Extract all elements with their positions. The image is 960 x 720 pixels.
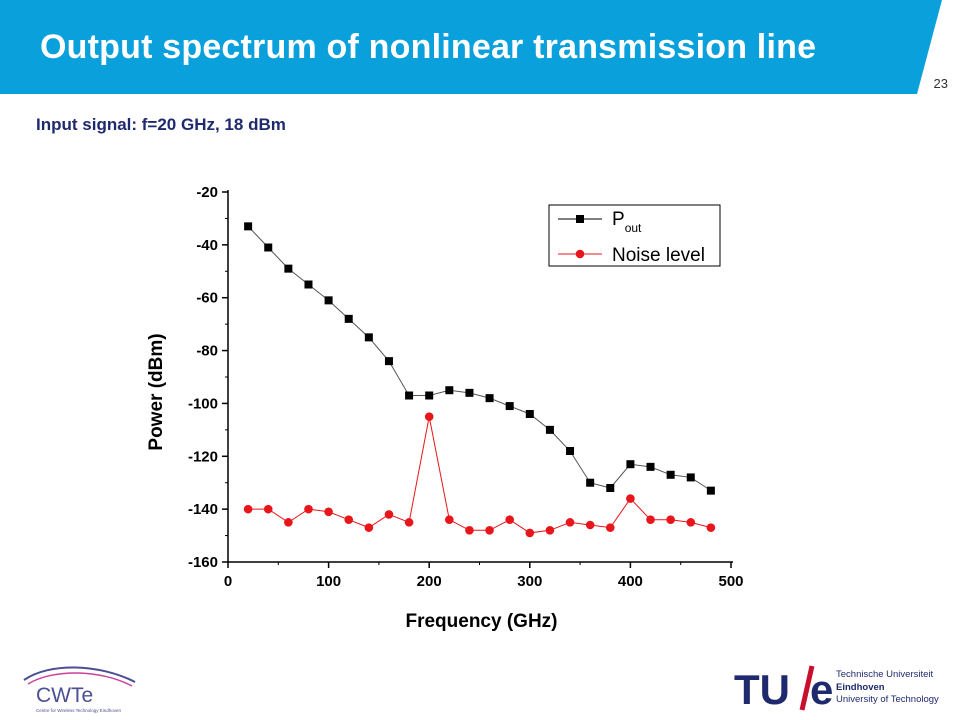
legend-label-pout: Pout	[612, 209, 642, 235]
y-tick-label: -140	[188, 501, 218, 518]
y-tick-label: -80	[196, 343, 218, 360]
data-point-square	[485, 394, 494, 403]
legend-pout-subscript: out	[625, 221, 642, 235]
data-point-circle	[525, 528, 535, 538]
data-point-square	[344, 314, 353, 323]
data-point-square	[545, 425, 554, 434]
subtitle: Input signal: f=20 GHz, 18 dBm	[36, 115, 286, 134]
slide-title: Output spectrum of nonlinear transmissio…	[40, 28, 817, 66]
legend-label-noise: Noise level	[612, 245, 705, 266]
data-point-circle	[364, 523, 374, 532]
chart-axes: -20 -40 -60 -80 -100 -120 -140 -160 0 100 200 300 40…	[146, 184, 744, 632]
data-point-circle	[424, 412, 434, 421]
data-point-square	[686, 473, 695, 482]
cwte-logo-text: CWTe	[36, 684, 94, 707]
header-band	[0, 0, 942, 94]
y-tick-label: -120	[188, 448, 218, 465]
tue-wordmark: Technische Universiteit Eindhoven Univer…	[836, 669, 939, 707]
tue-line-1: Technische Universiteit	[836, 669, 934, 680]
data-point-square	[284, 264, 293, 273]
data-point-circle	[284, 518, 293, 527]
x-tick-label: 200	[417, 573, 442, 590]
series-noise-level	[243, 412, 716, 538]
data-point-square	[465, 388, 474, 397]
tue-logo-slash	[799, 665, 815, 711]
data-point-square	[706, 486, 715, 495]
data-point-square	[324, 296, 333, 305]
cwte-logo-swoosh	[23, 666, 136, 687]
data-point-circle	[646, 515, 655, 525]
series-pout	[244, 222, 715, 495]
data-point-circle	[465, 525, 474, 535]
data-point-circle	[445, 515, 454, 525]
data-point-circle	[304, 504, 313, 514]
data-point-square	[646, 462, 655, 471]
x-tick-label: 100	[316, 573, 341, 590]
data-point-square	[405, 391, 414, 400]
data-point-circle	[585, 520, 595, 530]
data-point-square	[525, 410, 534, 418]
legend-marker-noise	[575, 249, 585, 259]
data-point-circle	[324, 507, 333, 517]
y-tick-label: -40	[196, 237, 218, 254]
page-number: 23	[933, 76, 948, 91]
tue-logo-tu: TU	[734, 666, 790, 713]
y-tick-label: -100	[188, 395, 218, 412]
series-line	[248, 416, 712, 534]
data-point-square	[244, 222, 253, 231]
x-tick-label: 0	[224, 573, 232, 590]
x-tick-label: 500	[718, 573, 743, 590]
data-point-square	[304, 280, 313, 289]
data-point-square	[626, 460, 635, 469]
data-point-circle	[505, 515, 514, 525]
y-tick-label: -60	[196, 290, 218, 307]
tue-line-3: University of Technology	[836, 694, 939, 705]
data-point-circle	[605, 523, 615, 532]
x-tick-label: 300	[517, 573, 542, 590]
data-point-square	[425, 391, 434, 400]
legend-marker-pout	[576, 215, 584, 223]
data-point-square	[566, 447, 575, 455]
data-point-square	[505, 402, 514, 411]
chart-series	[243, 222, 716, 538]
cwte-tagline: Centre for Wireless Technology Eindhoven	[36, 708, 121, 713]
chart-legend: Pout Noise level	[548, 204, 721, 267]
data-point-circle	[626, 494, 635, 503]
data-point-square	[264, 243, 273, 252]
data-point-circle	[404, 518, 414, 527]
data-point-circle	[344, 515, 354, 525]
data-point-circle	[686, 518, 696, 527]
data-point-square	[666, 470, 675, 479]
data-point-square	[364, 333, 373, 342]
x-tick-label: 400	[618, 573, 643, 590]
y-axis-title: Power (dBm)	[146, 333, 167, 450]
data-point-circle	[263, 504, 273, 514]
legend-pout-main: P	[612, 209, 625, 230]
data-point-circle	[243, 504, 253, 514]
data-point-circle	[565, 518, 575, 527]
data-point-square	[606, 484, 615, 492]
tue-logo: TU e	[734, 665, 832, 713]
y-tick-label: -20	[196, 184, 218, 201]
data-point-square	[384, 357, 393, 366]
x-axis-title: Frequency (GHz)	[405, 611, 557, 632]
tue-logo-e: e	[810, 666, 832, 713]
data-point-circle	[384, 510, 394, 519]
data-point-square	[445, 386, 454, 395]
tue-line-2: Eindhoven	[836, 681, 885, 693]
data-point-circle	[485, 525, 494, 535]
y-tick-label: -160	[188, 554, 218, 571]
data-point-circle	[706, 523, 716, 532]
data-point-circle	[545, 525, 555, 535]
data-point-circle	[666, 515, 675, 525]
data-point-square	[586, 478, 595, 487]
